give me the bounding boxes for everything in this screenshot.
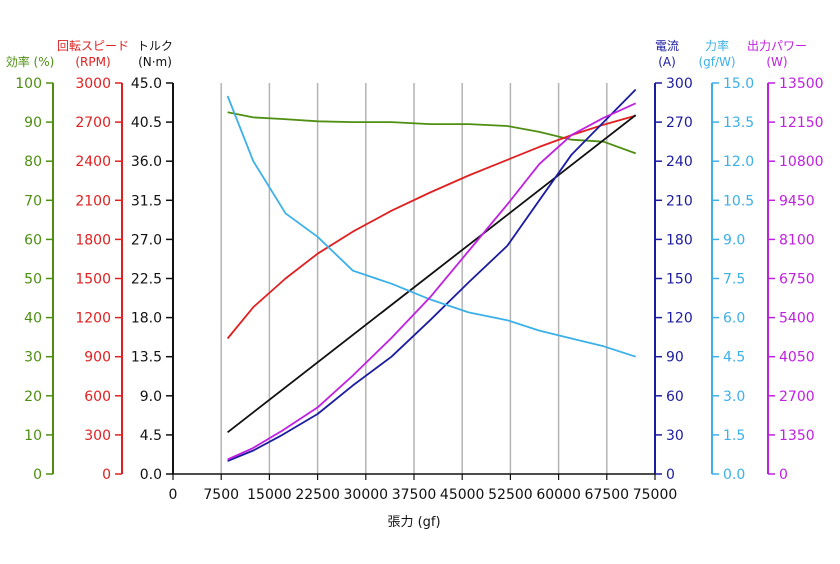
tick-label-power: 10800 [779,154,824,170]
tick-label-power: 2700 [779,389,815,405]
tick-label-current: 150 [666,272,693,288]
tick-label-rpm: 3000 [75,76,111,92]
axis-title-eff: 効率 (%) [6,54,55,69]
tick-label-torque: 27.0 [131,232,162,248]
axis-title-torque-unit: (N·m) [138,55,172,69]
tick-label-current: 60 [666,389,684,405]
tick-label-eff: 90 [24,115,42,131]
tick-label-current: 90 [666,350,684,366]
tick-label-torque: 22.5 [131,272,162,288]
series-line-eff [227,111,637,155]
tick-label-force: 12.0 [723,154,754,170]
tick-label-eff: 0 [33,467,42,483]
tick-label-current: 120 [666,311,693,327]
tick-label-rpm: 1200 [75,311,111,327]
axis-title-rpm: 回転スピード [57,39,129,53]
x-tick-label: 30000 [344,487,389,503]
axis-title-force: 力率 [705,38,729,53]
tick-label-force: 4.5 [723,350,745,366]
tick-label-power: 6750 [779,272,815,288]
tick-label-current: 240 [666,154,693,170]
tick-label-eff: 80 [24,154,42,170]
tick-label-power: 5400 [779,311,815,327]
x-tick-label: 75000 [633,487,678,503]
tick-label-eff: 60 [24,232,42,248]
tick-label-eff: 30 [24,350,42,366]
tick-label-force: 9.0 [723,232,745,248]
tick-label-power: 8100 [779,232,815,248]
series-line-current [227,88,637,462]
tick-label-rpm: 600 [84,389,111,405]
tick-label-rpm: 300 [84,428,111,444]
tick-label-torque: 36.0 [131,154,162,170]
tick-label-force: 7.5 [723,272,745,288]
tick-label-current: 210 [666,193,693,209]
x-tick-label: 22500 [295,487,340,503]
axis-title-power-unit: (W) [766,55,787,69]
x-axis-title: 張力 (gf) [387,515,440,530]
tick-label-current: 180 [666,232,693,248]
tick-label-rpm: 2700 [75,115,111,131]
tick-label-eff: 40 [24,311,42,327]
axis-title-rpm-unit: (RPM) [75,55,110,69]
tick-label-power: 13500 [779,76,824,92]
tick-label-power: 1350 [779,428,815,444]
tick-label-eff: 100 [15,76,42,92]
series-line-rpm [226,114,636,340]
tick-label-current: 300 [666,76,693,92]
tick-label-force: 13.5 [723,115,754,131]
x-tick-label: 52500 [488,487,533,503]
tick-label-rpm: 1500 [75,272,111,288]
x-tick-label: 0 [169,487,178,503]
tick-label-rpm: 0 [102,467,111,483]
axis-title-current-unit: (A) [658,55,676,69]
tick-label-rpm: 2400 [75,154,111,170]
x-tick-label: 60000 [536,487,581,503]
tick-label-current: 270 [666,115,693,131]
series-line-force [226,95,636,358]
tick-label-torque: 18.0 [131,311,162,327]
series-line-power [227,102,637,461]
tick-label-eff: 50 [24,272,42,288]
tick-label-eff: 70 [24,193,42,209]
tick-label-current: 0 [666,467,675,483]
tick-label-torque: 4.5 [140,428,162,444]
tick-label-current: 30 [666,428,684,444]
x-tick-label: 45000 [440,487,485,503]
tick-label-torque: 45.0 [131,76,162,92]
tick-label-power: 12150 [779,115,824,131]
tick-label-force: 1.5 [723,428,745,444]
series-line-torque [227,114,637,434]
tick-label-torque: 13.5 [131,350,162,366]
tick-label-power: 4050 [779,350,815,366]
x-tick-label: 7500 [203,487,239,503]
tick-label-force: 10.5 [723,193,754,209]
tick-label-eff: 10 [24,428,42,444]
tick-label-power: 0 [779,467,788,483]
tick-label-force: 6.0 [723,311,745,327]
tick-label-torque: 40.5 [131,115,162,131]
axis-title-power: 出力パワー [747,39,807,53]
axis-title-current: 電流 [655,39,679,53]
tick-label-force: 0.0 [723,467,745,483]
tick-label-torque: 31.5 [131,193,162,209]
tick-label-rpm: 2100 [75,193,111,209]
tick-label-torque: 9.0 [140,389,162,405]
tick-label-force: 15.0 [723,76,754,92]
x-tick-label: 15000 [247,487,292,503]
tick-label-power: 9450 [779,193,815,209]
tick-label-force: 3.0 [723,389,745,405]
axis-title-force-unit: (gf/W) [698,55,735,69]
tick-label-rpm: 1800 [75,232,111,248]
x-tick-label: 67500 [585,487,630,503]
axis-title-torque: トルク [137,39,173,53]
tick-label-torque: 0.0 [140,467,162,483]
x-tick-label: 37500 [392,487,437,503]
tick-label-rpm: 900 [84,350,111,366]
tick-label-eff: 20 [24,389,42,405]
